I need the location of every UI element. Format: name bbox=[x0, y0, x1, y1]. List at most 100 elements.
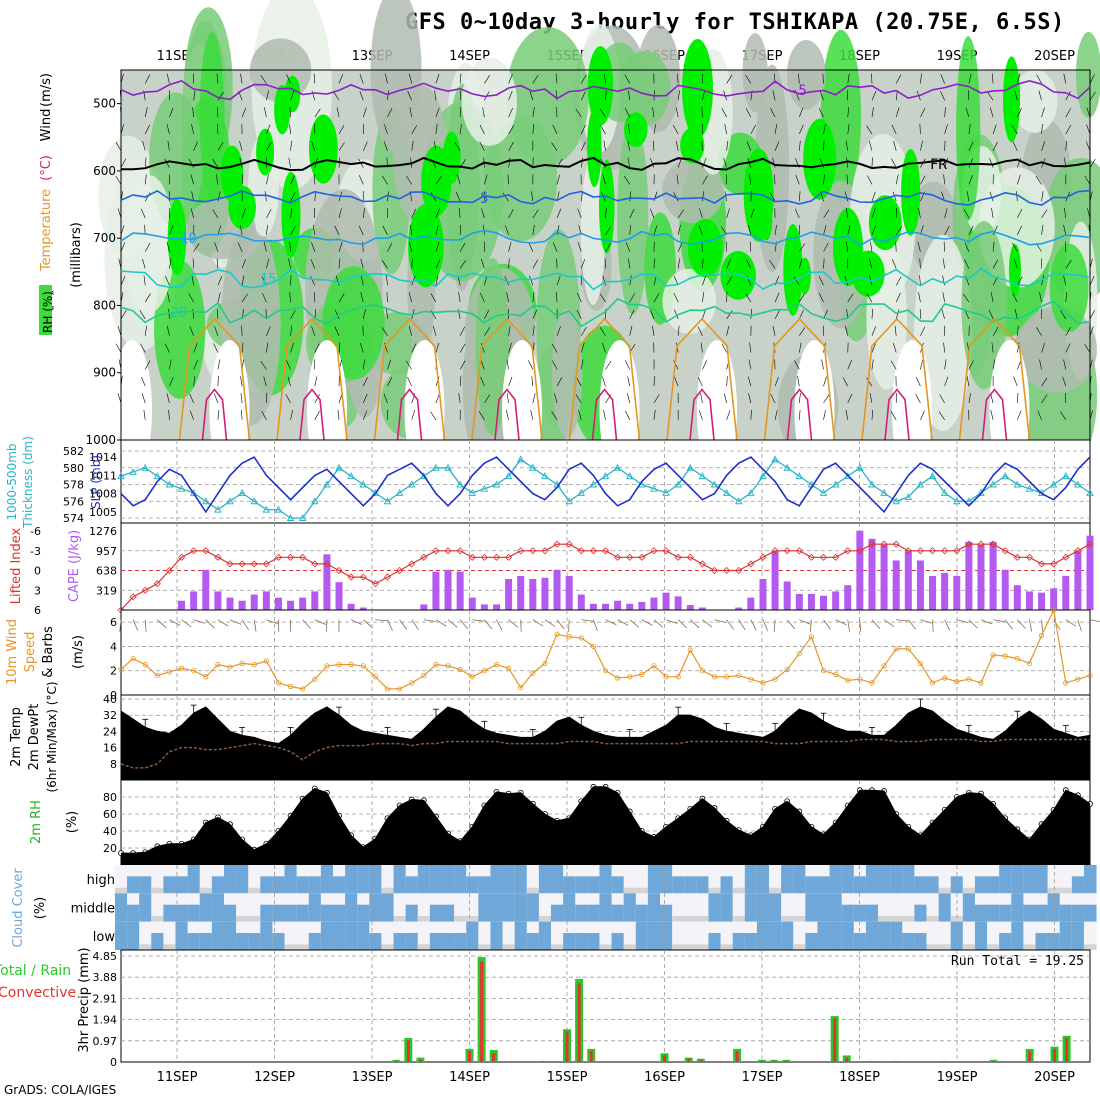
li-point bbox=[783, 547, 791, 555]
isotherm-label: 10 bbox=[180, 231, 197, 247]
wind-barb bbox=[263, 107, 267, 118]
wind-barb bbox=[214, 242, 219, 252]
cloud-cell bbox=[260, 921, 273, 950]
wind-barb bbox=[677, 157, 682, 168]
wind-barb bbox=[435, 107, 440, 118]
thickness-line bbox=[120, 458, 1091, 519]
cloud-cell bbox=[248, 916, 261, 922]
temp-label: 2m Temp bbox=[9, 707, 24, 767]
wind-barb bbox=[1012, 293, 1018, 303]
cloud-cell-bg bbox=[769, 865, 782, 894]
wind-barb bbox=[266, 224, 268, 235]
dewpoint-line bbox=[120, 738, 1090, 769]
wind-barb bbox=[383, 393, 388, 404]
cloud-cell bbox=[236, 933, 249, 950]
cloud-cell-bg bbox=[902, 893, 915, 922]
wind-barb bbox=[386, 275, 388, 286]
cloud-cell bbox=[611, 876, 625, 894]
wind-barb bbox=[578, 410, 582, 420]
wind-barb bbox=[968, 73, 972, 84]
wind-barb bbox=[871, 191, 876, 202]
wind-barb bbox=[823, 258, 825, 269]
wind-barb bbox=[721, 108, 727, 118]
slp-tick: 1008 bbox=[89, 488, 117, 501]
cloud-cell bbox=[647, 893, 661, 922]
cloud-cell-bg bbox=[151, 865, 164, 894]
cloud-cell-bg bbox=[696, 893, 709, 922]
wind-barb bbox=[362, 410, 368, 420]
cloud-cell bbox=[853, 876, 867, 894]
precip-convective-bar bbox=[687, 1058, 691, 1062]
cape-bar bbox=[202, 569, 210, 610]
precip-total-label: Total / Rain bbox=[0, 963, 71, 979]
wind-barb bbox=[435, 393, 440, 404]
wind-barb bbox=[673, 192, 679, 202]
cloud-cell bbox=[1035, 933, 1049, 950]
cloud-cell bbox=[526, 887, 540, 894]
wind-barb bbox=[944, 225, 950, 235]
wind-barb bbox=[847, 73, 850, 84]
wind-barb bbox=[844, 275, 849, 286]
wind-barb bbox=[920, 73, 922, 84]
wind-barb bbox=[866, 293, 873, 303]
wind-barb bbox=[311, 141, 316, 151]
cloud-cell bbox=[296, 944, 310, 950]
cape-bar bbox=[359, 607, 367, 610]
cape-bar bbox=[844, 585, 852, 610]
wind-barb bbox=[191, 191, 194, 202]
wind-barb bbox=[769, 192, 776, 202]
wind-barb bbox=[266, 90, 269, 101]
cloud-cell bbox=[332, 904, 346, 922]
wind-barb bbox=[507, 174, 509, 185]
wind-barb bbox=[624, 360, 630, 370]
wind-barb bbox=[992, 259, 999, 269]
wind-barb bbox=[241, 293, 248, 303]
wind-barb bbox=[478, 411, 485, 420]
cape-bar bbox=[541, 577, 549, 610]
wind-barb bbox=[480, 292, 485, 303]
wind-barb bbox=[968, 174, 973, 185]
wind-barb bbox=[991, 73, 994, 84]
temp-tick: 40 bbox=[103, 693, 117, 706]
isotherm-25 bbox=[666, 317, 738, 441]
wind-barb bbox=[480, 359, 485, 370]
wind-barb bbox=[335, 275, 340, 286]
cloud-cell bbox=[429, 933, 443, 950]
wind-barb bbox=[381, 175, 388, 185]
wind-barb-surface bbox=[375, 619, 388, 622]
wind-barb bbox=[167, 292, 170, 303]
wind-barb bbox=[338, 125, 345, 135]
wind-barb bbox=[313, 359, 316, 370]
cloud-cell-bg bbox=[1083, 921, 1097, 950]
wind-barb bbox=[871, 326, 876, 336]
cloud-cell bbox=[1059, 887, 1073, 894]
wind-speed-point bbox=[772, 676, 778, 682]
cape-bar bbox=[820, 595, 828, 610]
cloud-cell bbox=[987, 904, 1000, 922]
cloud-cell bbox=[938, 893, 952, 922]
wind-barb-surface bbox=[773, 619, 776, 632]
temperature-label: Temperature bbox=[39, 189, 54, 272]
wind-barb bbox=[944, 124, 948, 134]
rh-label-overlay: RH (%) bbox=[41, 291, 55, 333]
wind-speed-point bbox=[469, 674, 475, 680]
thickness-unit-label: Thickness (dm) bbox=[21, 436, 35, 529]
cloud-cell bbox=[841, 865, 855, 894]
li-point bbox=[190, 547, 198, 555]
wind-barb bbox=[362, 141, 368, 151]
wind-barb bbox=[576, 309, 582, 320]
cloud-cell bbox=[623, 944, 637, 950]
wind-barb bbox=[338, 142, 345, 151]
pressure-tick: 600 bbox=[93, 164, 116, 178]
wind-barb bbox=[407, 90, 412, 101]
wind-barb bbox=[702, 90, 705, 101]
precip-convective-bar bbox=[699, 1059, 703, 1062]
wind-barb bbox=[673, 292, 679, 303]
cloud-cell-bg bbox=[478, 921, 491, 950]
wind-barb bbox=[920, 326, 926, 336]
wind-barb bbox=[895, 241, 897, 252]
date-label-bottom: 16SEP bbox=[644, 1070, 685, 1085]
wind-barb bbox=[169, 376, 174, 387]
precip-panel bbox=[120, 949, 1091, 1063]
cloud-cell bbox=[490, 893, 504, 922]
